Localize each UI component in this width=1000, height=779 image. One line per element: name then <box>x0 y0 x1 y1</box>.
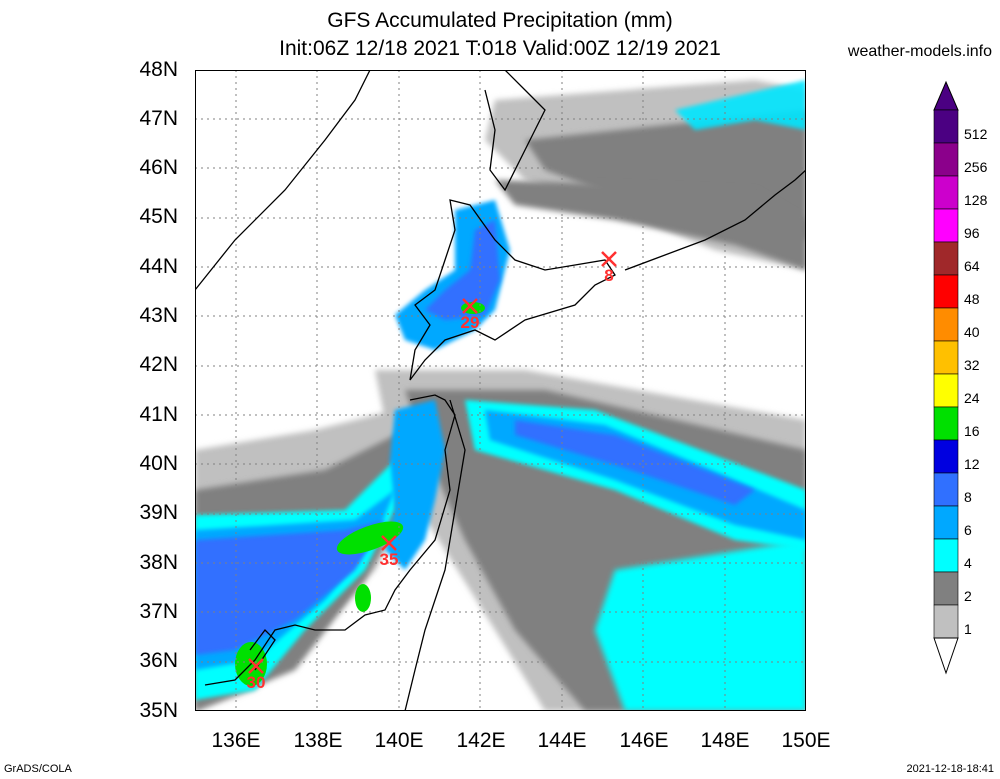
legend-label: 2 <box>964 588 972 604</box>
footer-timestamp: 2021-12-18-18:41 <box>906 763 994 775</box>
legend-label: 12 <box>964 456 980 472</box>
lat-label: 48N <box>139 58 178 81</box>
lat-label: 46N <box>139 156 178 179</box>
lat-label: 47N <box>139 107 178 130</box>
legend-swatch <box>933 340 959 375</box>
legend-label: 256 <box>964 159 988 175</box>
legend-label: 4 <box>964 555 972 571</box>
max-markers: 8 29 35 30 <box>247 251 617 692</box>
legend-swatch <box>933 274 959 309</box>
lat-label: 41N <box>139 403 178 426</box>
precip-band-kuril <box>495 180 806 270</box>
legend-label: 1 <box>964 621 972 637</box>
legend-label: 6 <box>964 522 972 538</box>
legend-label: 24 <box>964 390 980 406</box>
legend-swatch <box>933 538 959 573</box>
lon-label: 140E <box>374 729 424 752</box>
legend-swatch <box>933 307 959 342</box>
legend-swatch <box>933 208 959 243</box>
map-subtitle: Init:06Z 12/18 2021 T:018 Valid:00Z 12/1… <box>279 37 721 60</box>
lat-label: 44N <box>139 255 178 278</box>
legend-label: 40 <box>964 324 980 340</box>
marker-x-icon: 30 <box>247 658 266 692</box>
legend-swatch <box>933 142 959 177</box>
lon-label: 148E <box>700 729 750 752</box>
legend-label: 512 <box>964 126 988 142</box>
legend-label: 16 <box>964 423 980 439</box>
coastline-noto <box>249 629 276 671</box>
footer-credit: GrADS/COLA <box>4 763 72 775</box>
legend-swatch <box>933 439 959 474</box>
precip-medblue-sw <box>195 520 385 655</box>
legend-swatch <box>933 406 959 441</box>
site-credit: weather-models.info <box>847 43 992 60</box>
legend-arrow-bottom <box>933 637 959 675</box>
lat-label: 37N <box>139 600 178 623</box>
precipitation-map: 8 29 35 30 <box>195 70 806 711</box>
marker-x-icon: 29 <box>461 298 480 332</box>
marker-label: 30 <box>247 673 266 692</box>
lon-label: 150E <box>781 729 831 752</box>
lat-label: 35N <box>139 699 178 722</box>
precip-green-sado <box>355 584 371 612</box>
map-frame <box>195 70 806 711</box>
legend-swatch <box>933 571 959 606</box>
lat-label: 45N <box>139 205 178 228</box>
legend-swatch <box>933 109 959 144</box>
precip-band-med-diag <box>515 420 755 505</box>
lon-label: 136E <box>211 729 261 752</box>
legend-label: 96 <box>964 225 980 241</box>
coastlines <box>195 70 806 711</box>
gridlines <box>195 70 806 711</box>
legend-label: 32 <box>964 357 980 373</box>
coastline-mainland-asia <box>195 70 371 291</box>
precip-cyan-ne <box>675 80 806 130</box>
lat-label: 42N <box>139 353 178 376</box>
lon-label: 146E <box>619 729 669 752</box>
lat-label: 36N <box>139 649 178 672</box>
legend-swatch <box>933 505 959 540</box>
marker-label: 8 <box>604 266 613 285</box>
coastline-sakhalin <box>484 70 546 192</box>
lat-label: 43N <box>139 304 178 327</box>
map-title: GFS Accumulated Precipitation (mm) <box>327 9 673 32</box>
lat-label: 38N <box>139 551 178 574</box>
lon-label: 142E <box>456 729 506 752</box>
marker-label: 35 <box>380 550 399 569</box>
lat-label: 40N <box>139 452 178 475</box>
lon-label: 144E <box>537 729 587 752</box>
legend-swatch <box>933 604 959 639</box>
precip-fields <box>195 80 806 711</box>
legend-swatch <box>933 241 959 276</box>
coastline-hokkaido <box>409 199 616 381</box>
legend-swatch <box>933 175 959 210</box>
precip-cyan-se <box>595 540 806 711</box>
legend-swatch <box>933 373 959 408</box>
lat-label: 39N <box>139 501 178 524</box>
precip-medblue-hokkaido <box>425 220 500 320</box>
marker-x-icon: 35 <box>380 535 399 569</box>
legend-swatch <box>933 472 959 507</box>
legend-label: 128 <box>964 192 988 208</box>
coastline-kurils <box>624 169 806 271</box>
precip-green-niigata <box>336 521 404 555</box>
legend-label: 48 <box>964 291 980 307</box>
marker-label: 29 <box>461 313 480 332</box>
coastline-honshu-east <box>404 399 466 711</box>
lon-label: 138E <box>293 729 343 752</box>
marker-x-icon: 8 <box>601 251 617 285</box>
legend-label: 64 <box>964 258 980 274</box>
legend-label: 8 <box>964 489 972 505</box>
legend-arrow-top <box>933 80 959 111</box>
